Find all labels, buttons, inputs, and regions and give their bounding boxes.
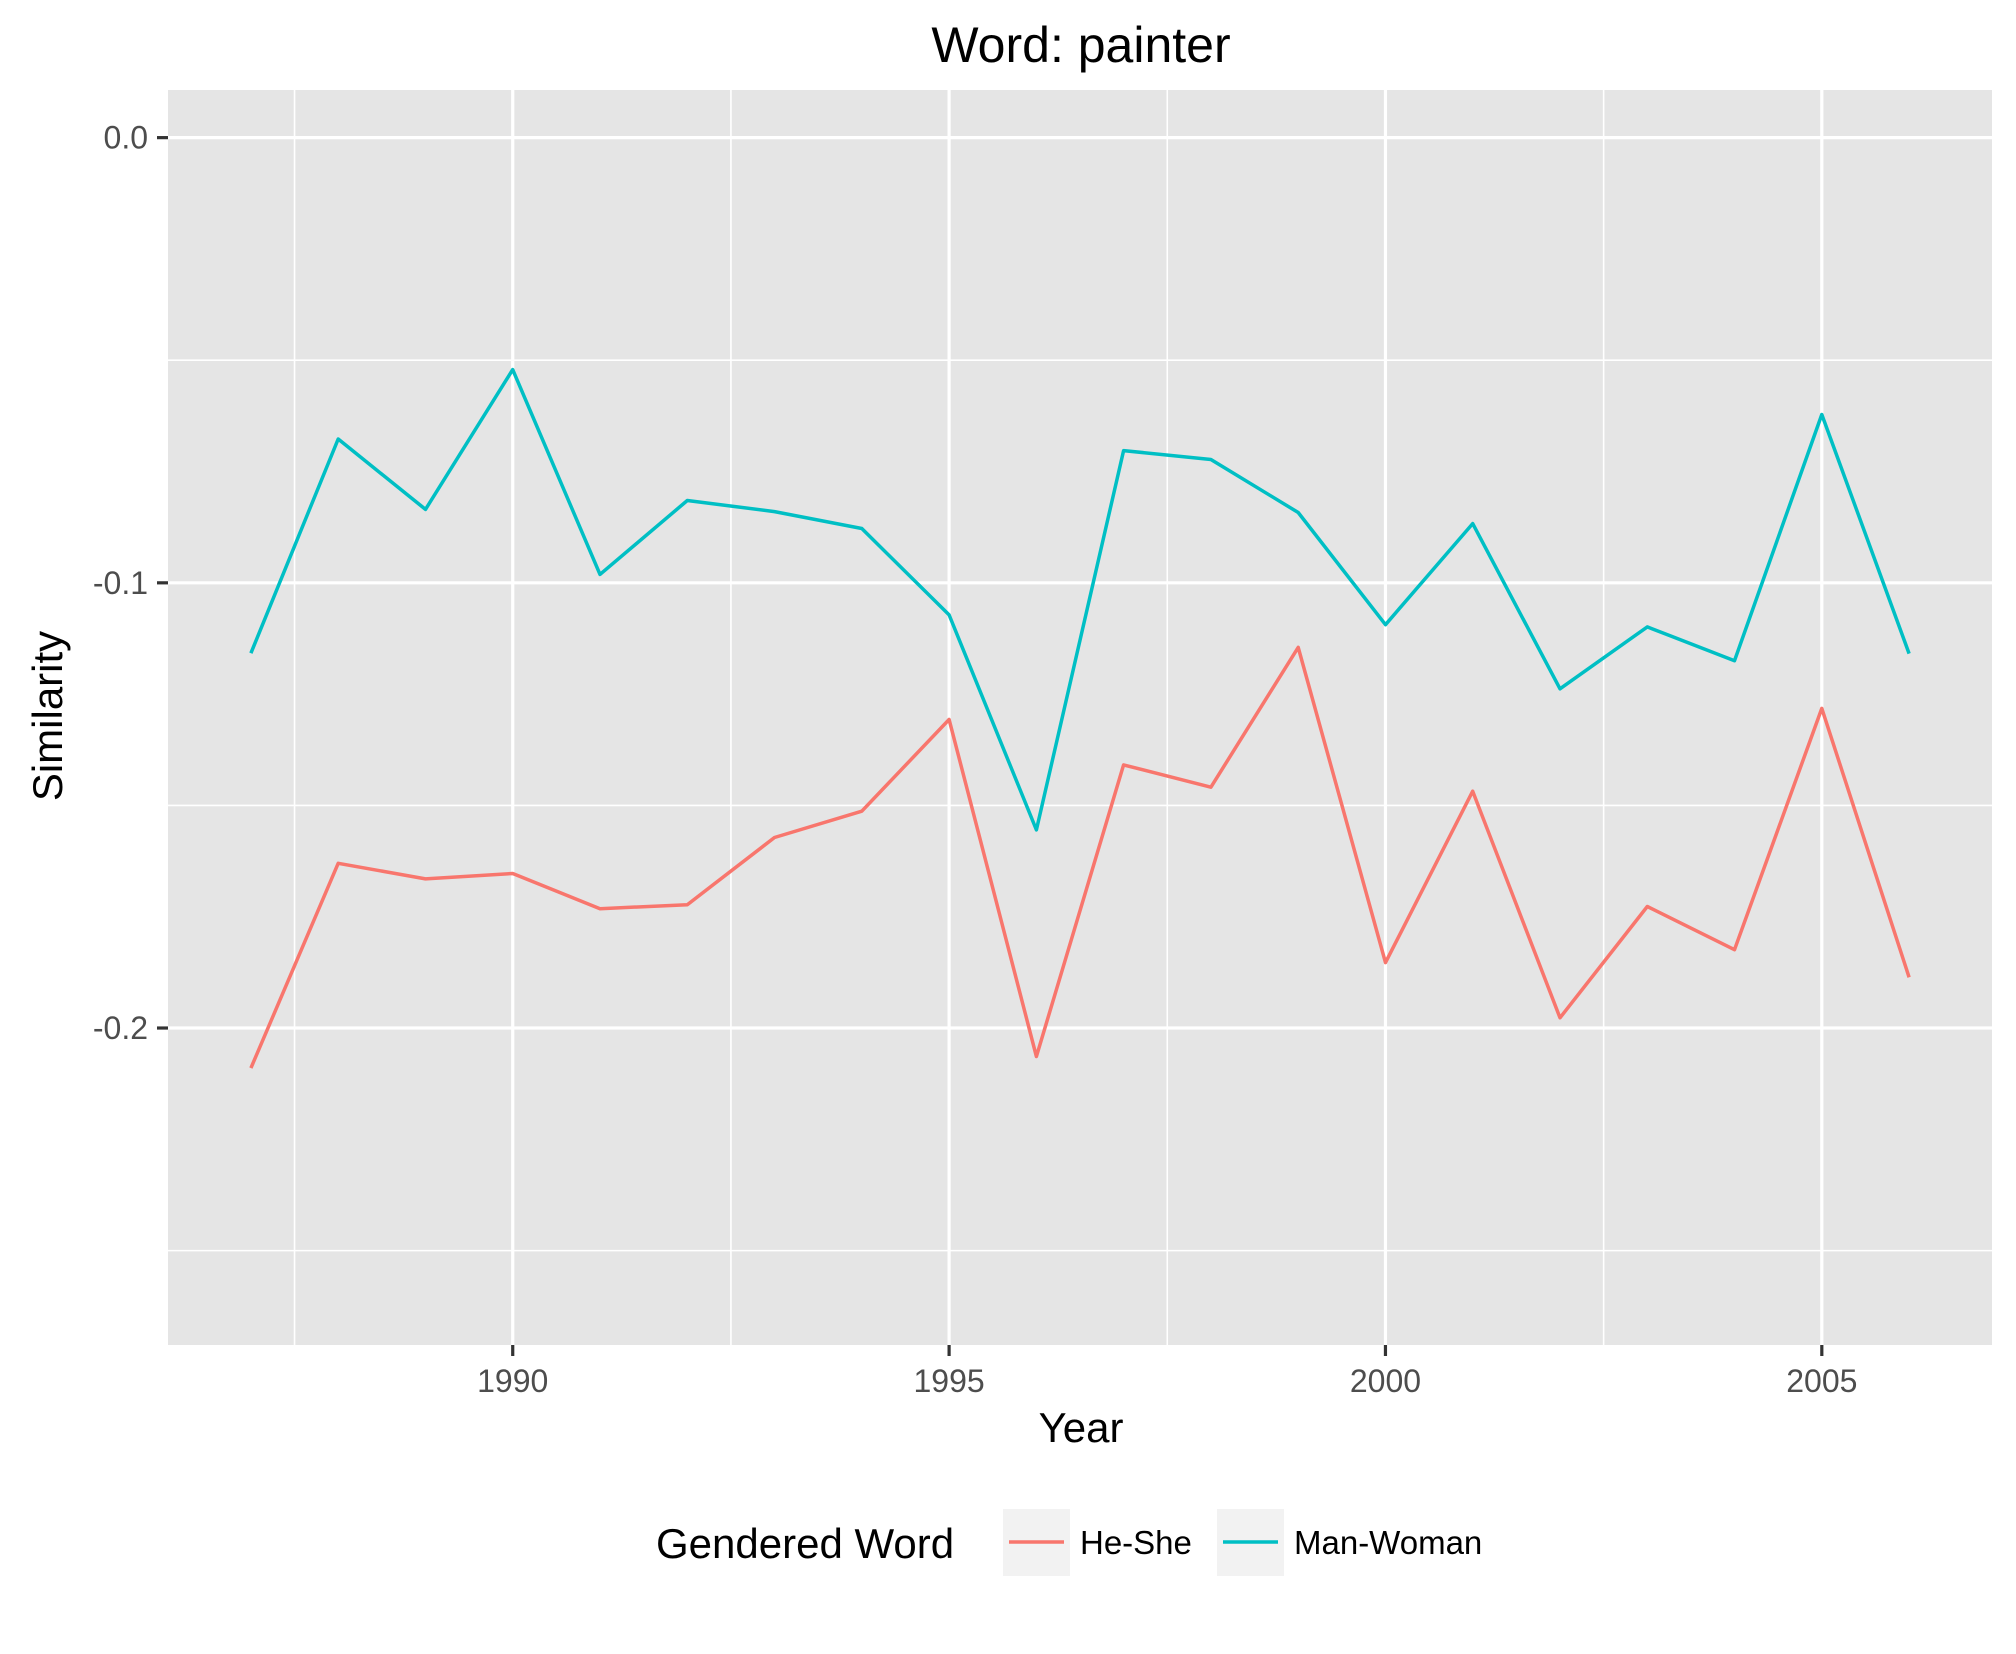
x-tick-label: 2005 bbox=[1786, 1363, 1857, 1399]
legend-label-man-woman: Man-Woman bbox=[1294, 1524, 1482, 1561]
x-tick-label: 1995 bbox=[913, 1363, 984, 1399]
series-lines bbox=[249, 367, 1911, 1069]
legend: Gendered Word He-She Man-Woman bbox=[656, 1509, 1482, 1576]
y-tick-label: -0.1 bbox=[93, 565, 148, 601]
grid-minor bbox=[168, 90, 1992, 1345]
y-axis: 0.0 -0.1 -0.2 bbox=[93, 120, 168, 1046]
x-tick-label: 2000 bbox=[1350, 1363, 1421, 1399]
plot-panel bbox=[168, 90, 1992, 1345]
y-tick-label: 0.0 bbox=[104, 120, 148, 156]
x-tick-label: 1990 bbox=[477, 1363, 548, 1399]
x-axis: 1990 1995 2000 2005 bbox=[477, 1345, 1857, 1399]
y-tick-label: -0.2 bbox=[93, 1010, 148, 1046]
chart-title: Word: painter bbox=[931, 17, 1230, 73]
grid-major bbox=[168, 90, 1992, 1345]
y-axis-title: Similarity bbox=[24, 631, 71, 801]
series-line-he-she bbox=[249, 645, 1911, 1069]
legend-title: Gendered Word bbox=[656, 1520, 954, 1567]
x-axis-title: Year bbox=[1039, 1404, 1124, 1451]
legend-label-he-she: He-She bbox=[1080, 1524, 1192, 1561]
series-line-man-woman bbox=[249, 367, 1911, 832]
